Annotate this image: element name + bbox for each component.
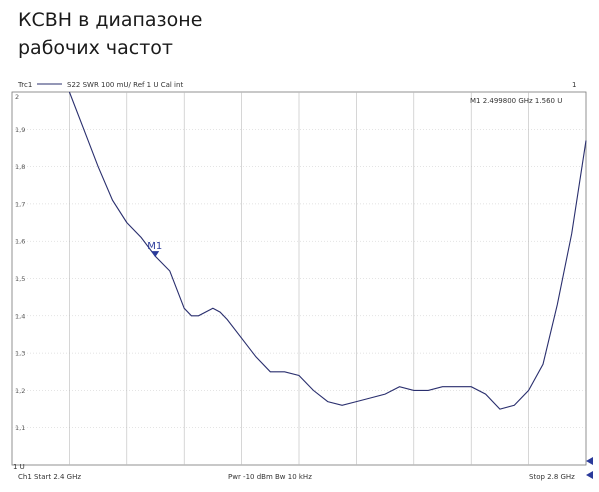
y-tick-label: 1,7 <box>15 200 25 208</box>
y-tick-label: 2 <box>15 93 19 101</box>
y-tick-label: 1,8 <box>15 163 25 171</box>
y-tick-label: 1,5 <box>15 275 25 283</box>
trace-params: S22 SWR 100 mU/ Ref 1 U Cal int <box>67 81 183 89</box>
marker-triangle <box>151 251 160 258</box>
heading-line-1: КСВН в диапазоне <box>18 9 203 31</box>
heading-line-2: рабочих частот <box>18 37 173 59</box>
y-tick-label: 1,9 <box>15 126 25 134</box>
y-tick-label: 1,6 <box>15 238 25 246</box>
stop-right-arrow <box>586 471 593 479</box>
power-bandwidth: Pwr -10 dBm Bw 10 kHz <box>228 473 312 481</box>
marker-readout: M1 2.499800 GHz 1.560 U <box>470 97 562 105</box>
ref-level: 1 U <box>13 463 25 471</box>
trace-label: Trc1 <box>17 81 32 89</box>
start-frequency: Ch1 Start 2.4 GHz <box>18 473 81 481</box>
ref-level-right-arrow <box>586 457 593 465</box>
markers: M1 <box>147 241 162 258</box>
swr-trace-line <box>68 91 587 410</box>
y-tick-label: 1,4 <box>15 312 25 320</box>
y-tick-labels: 2 1,9 1,8 1,7 1,6 1,5 1,4 1,3 1,2 1,1 <box>15 93 25 432</box>
y-tick-label: 1,2 <box>15 387 25 395</box>
marker-label: M1 <box>147 241 162 252</box>
chart-heading: КСВН в диапазоне рабочих частот <box>18 6 318 62</box>
y-tick-label: 1,3 <box>15 350 25 358</box>
grid <box>12 92 586 465</box>
stop-frequency: Stop 2.8 GHz <box>529 473 575 481</box>
channel-index: 1 <box>572 81 576 89</box>
y-tick-label: 1,1 <box>15 424 25 432</box>
